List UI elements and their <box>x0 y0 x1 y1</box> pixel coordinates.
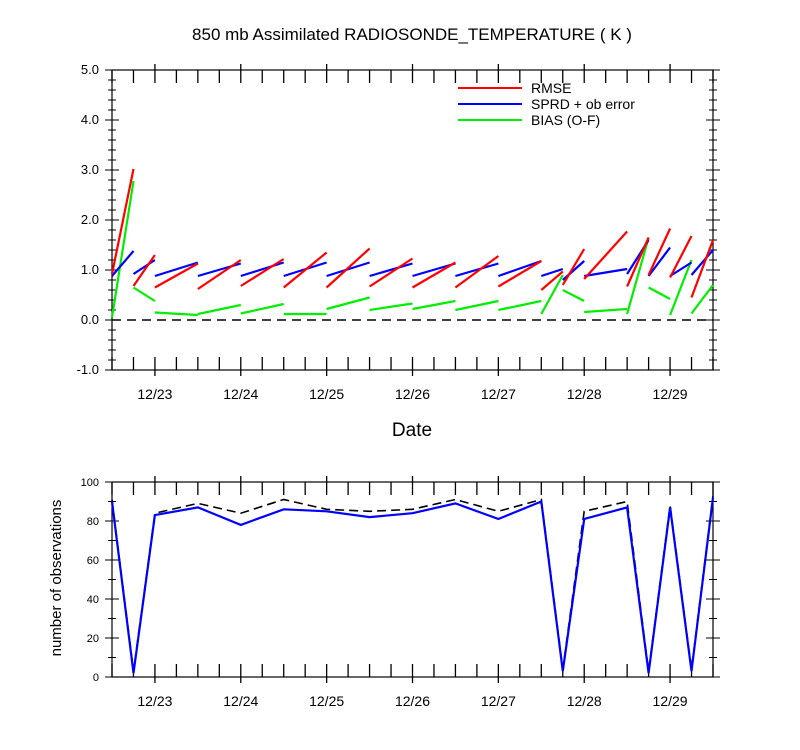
top-chart-xtick-label: 12/29 <box>653 386 688 402</box>
top-chart-ytick-label: 1.0 <box>81 262 99 277</box>
top-chart-xlabel: Date <box>392 420 432 441</box>
top-series-bias-o-f--segment <box>132 286 156 302</box>
top-chart-title: 850 mb Assimilated RADIOSONDE_TEMPERATUR… <box>192 25 632 44</box>
top-chart-ytick-label: 3.0 <box>81 162 99 177</box>
top-series-bias-o-f--segment <box>584 307 628 314</box>
top-series-bias-o-f--segment <box>240 302 284 315</box>
top-chart-xtick-label: 12/25 <box>309 386 344 402</box>
top-series-sprd-ob-error-segment <box>669 261 693 277</box>
top-chart-xtick-label: 12/27 <box>481 386 516 402</box>
top-series-rmse-segment <box>647 228 672 276</box>
bottom-chart-xtick-label: 12/28 <box>567 693 602 709</box>
top-series-rmse-segment <box>110 168 135 275</box>
bottom-chart-ytick-label: 100 <box>81 477 99 489</box>
bottom-chart-ylabel: number of observations <box>48 500 65 657</box>
top-series-rmse-segment <box>325 247 371 289</box>
top-series-bias-o-f--segment <box>669 259 693 316</box>
top-series-sprd-ob-error-segment <box>154 261 199 278</box>
top-series-rmse-segment <box>411 261 456 289</box>
top-series-rmse-segment <box>154 262 199 289</box>
bottom-chart-ytick-label: 60 <box>87 555 99 567</box>
top-chart-xtick-label: 12/23 <box>137 386 172 402</box>
top-series-rmse-segment <box>669 235 693 279</box>
top-series-sprd-ob-error-segment <box>111 250 135 277</box>
bottom-chart-ytick-label: 20 <box>87 633 99 645</box>
top-series-bias-o-f--segment <box>110 180 135 318</box>
top-series-sprd-ob-error-segment <box>369 262 413 278</box>
top-chart-ytick-label: 4.0 <box>81 112 99 127</box>
top-series-bias-o-f--segment <box>455 299 499 312</box>
top-series-bias-o-f--segment <box>626 237 650 315</box>
top-chart-ytick-label: 0.0 <box>81 312 99 327</box>
legend-label: RMSE <box>531 80 571 96</box>
bottom-chart-ytick-label: 80 <box>87 516 99 528</box>
top-chart-ytick-label: 5.0 <box>81 62 99 77</box>
top-series-sprd-ob-error-segment <box>132 259 156 275</box>
top-series-bias-o-f--segment <box>690 284 714 315</box>
top-series-sprd-ob-error-segment <box>540 267 564 278</box>
top-series-rmse-segment <box>690 239 715 298</box>
top-chart-xtick-label: 12/24 <box>223 386 258 402</box>
top-series-rmse-segment <box>283 251 328 289</box>
bottom-chart-panel: 0 20 40 60 80 100 12/23 12/24 12/25 12/26 12/27 12/… <box>81 476 720 709</box>
top-series-sprd-ob-error-segment <box>584 267 628 278</box>
bottom-chart-xtick-label: 12/23 <box>137 693 172 709</box>
bottom-chart-xtick-label: 12/25 <box>309 693 344 709</box>
bottom-chart-frame <box>111 481 714 678</box>
bottom-chart-xtick-label: 12/27 <box>481 693 516 709</box>
top-series-sprd-ob-error-segment <box>455 262 499 278</box>
top-chart-xtick-label: 12/26 <box>395 386 430 402</box>
top-series-rmse-segment <box>497 260 542 288</box>
bottom-chart-ytick-label: 0 <box>93 672 99 684</box>
top-series-rmse-segment <box>454 255 500 289</box>
top-series-rmse-segment <box>626 237 650 287</box>
top-chart-xtick-label: 12/28 <box>567 386 602 402</box>
top-series-bias-o-f--segment <box>540 274 564 315</box>
top-series-bias-o-f--segment <box>154 311 198 317</box>
top-series-rmse-segment <box>540 270 564 291</box>
bottom-chart-xtick-label: 12/24 <box>223 693 258 709</box>
legend-label: SPRD + ob error <box>531 96 635 112</box>
top-series-bias-o-f--segment <box>498 299 542 312</box>
top-series-bias-o-f--segment <box>197 303 242 316</box>
top-series-rmse-segment <box>368 257 414 288</box>
top-series-bias-o-f--segment <box>412 299 456 311</box>
bottom-chart-ytick-label: 40 <box>87 594 99 606</box>
top-series-sprd-ob-error-segment <box>498 259 542 278</box>
top-chart-ytick-label: 2.0 <box>81 212 99 227</box>
top-series-sprd-ob-error-segment <box>690 249 714 276</box>
legend-label: BIAS (O-F) <box>531 112 600 128</box>
bottom-series-used-observations <box>110 497 715 674</box>
top-series-rmse-segment <box>561 248 586 286</box>
top-series-bias-o-f--segment <box>562 289 585 302</box>
top-chart-frame <box>111 69 714 371</box>
top-series-bias-o-f--segment <box>369 302 413 312</box>
top-chart-ytick-label: -1.0 <box>77 362 99 377</box>
top-series-bias-o-f--segment <box>326 296 370 311</box>
top-chart-panel: -1.0 0.0 1.0 2.0 3.0 4.0 5.0 12/23 12/24 12/25 12/… <box>77 62 720 402</box>
top-series-rmse-segment <box>132 254 156 287</box>
bottom-chart-xtick-label: 12/26 <box>395 693 430 709</box>
top-series-bias-o-f--segment <box>648 286 671 300</box>
top-series-rmse-segment <box>197 259 242 290</box>
top-series-sprd-ob-error-segment <box>240 261 285 278</box>
top-series-sprd-ob-error-segment <box>647 246 671 277</box>
bottom-series-possible-observations <box>111 495 714 672</box>
bottom-chart-xtick-label: 12/29 <box>653 693 688 709</box>
top-series-sprd-ob-error-segment <box>562 260 585 281</box>
top-series-rmse-segment <box>240 258 285 287</box>
top-series-rmse-segment <box>583 230 628 280</box>
